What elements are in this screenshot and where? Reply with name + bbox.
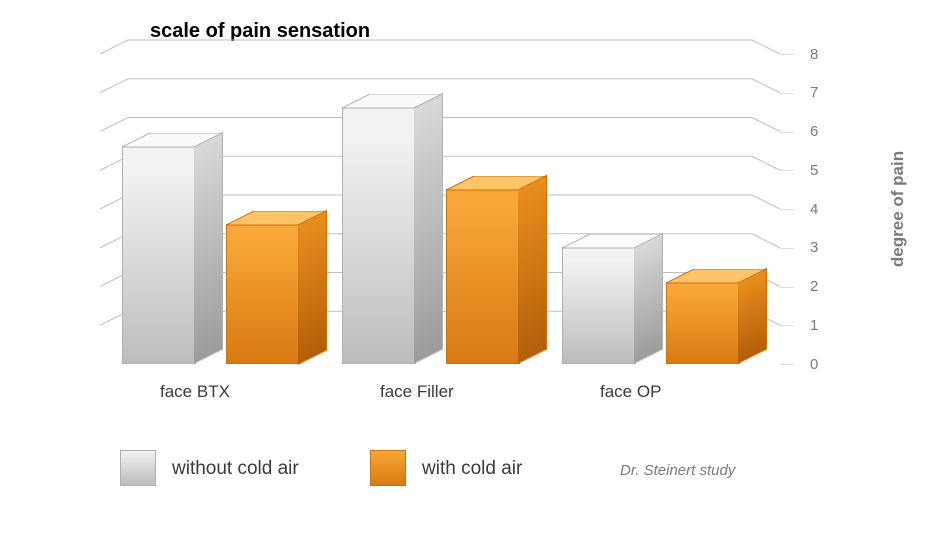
legend-swatch bbox=[370, 450, 406, 486]
category-label: face BTX bbox=[160, 382, 280, 402]
y-tick-label: 6 bbox=[810, 123, 850, 140]
bar-front-face bbox=[122, 146, 196, 364]
bar-top-face bbox=[446, 176, 548, 192]
y-tick-label: 1 bbox=[810, 317, 850, 334]
attribution-text: Dr. Steinert study bbox=[620, 462, 735, 479]
plot-area: 012345678face BTXface Fillerface OP bbox=[100, 54, 780, 364]
y-tick-label: 7 bbox=[810, 84, 850, 101]
y-tick-label: 3 bbox=[810, 239, 850, 256]
bar bbox=[342, 108, 414, 364]
bar bbox=[562, 248, 634, 364]
bar-side-face bbox=[518, 174, 547, 364]
bar-side-face bbox=[298, 209, 327, 364]
y-tick-label: 2 bbox=[810, 278, 850, 295]
y-tick-mark bbox=[780, 54, 810, 56]
legend-label: with cold air bbox=[422, 458, 522, 480]
bar-front-face bbox=[342, 107, 416, 364]
bar-front-face bbox=[446, 189, 520, 364]
category-label: face OP bbox=[600, 382, 720, 402]
legend-swatch bbox=[120, 450, 156, 486]
bar bbox=[666, 283, 738, 364]
y-tick-label: 5 bbox=[810, 162, 850, 179]
bar-top-face bbox=[226, 211, 328, 227]
bar-front-face bbox=[226, 224, 300, 365]
bar-side-face bbox=[414, 93, 443, 364]
bar bbox=[122, 147, 194, 364]
bar bbox=[226, 225, 298, 365]
bar bbox=[446, 190, 518, 364]
bar-front-face bbox=[562, 247, 636, 364]
bar-top-face bbox=[666, 269, 768, 285]
y-tick-label: 8 bbox=[810, 46, 850, 63]
bar-side-face bbox=[634, 232, 663, 364]
chart-stage: scale of pain sensation 012345678face BT… bbox=[0, 0, 940, 536]
y-axis-title: degree of pain bbox=[888, 151, 908, 267]
legend: without cold air with cold air bbox=[0, 450, 940, 510]
bar-front-face bbox=[666, 282, 740, 364]
category-label: face Filler bbox=[380, 382, 500, 402]
bar-top-face bbox=[342, 94, 444, 110]
y-tick-label: 4 bbox=[810, 201, 850, 218]
legend-label: without cold air bbox=[172, 458, 299, 480]
bar-top-face bbox=[562, 234, 664, 250]
bar-top-face bbox=[122, 133, 224, 149]
bar-side-face bbox=[194, 132, 223, 365]
y-tick-label: 0 bbox=[810, 356, 850, 373]
